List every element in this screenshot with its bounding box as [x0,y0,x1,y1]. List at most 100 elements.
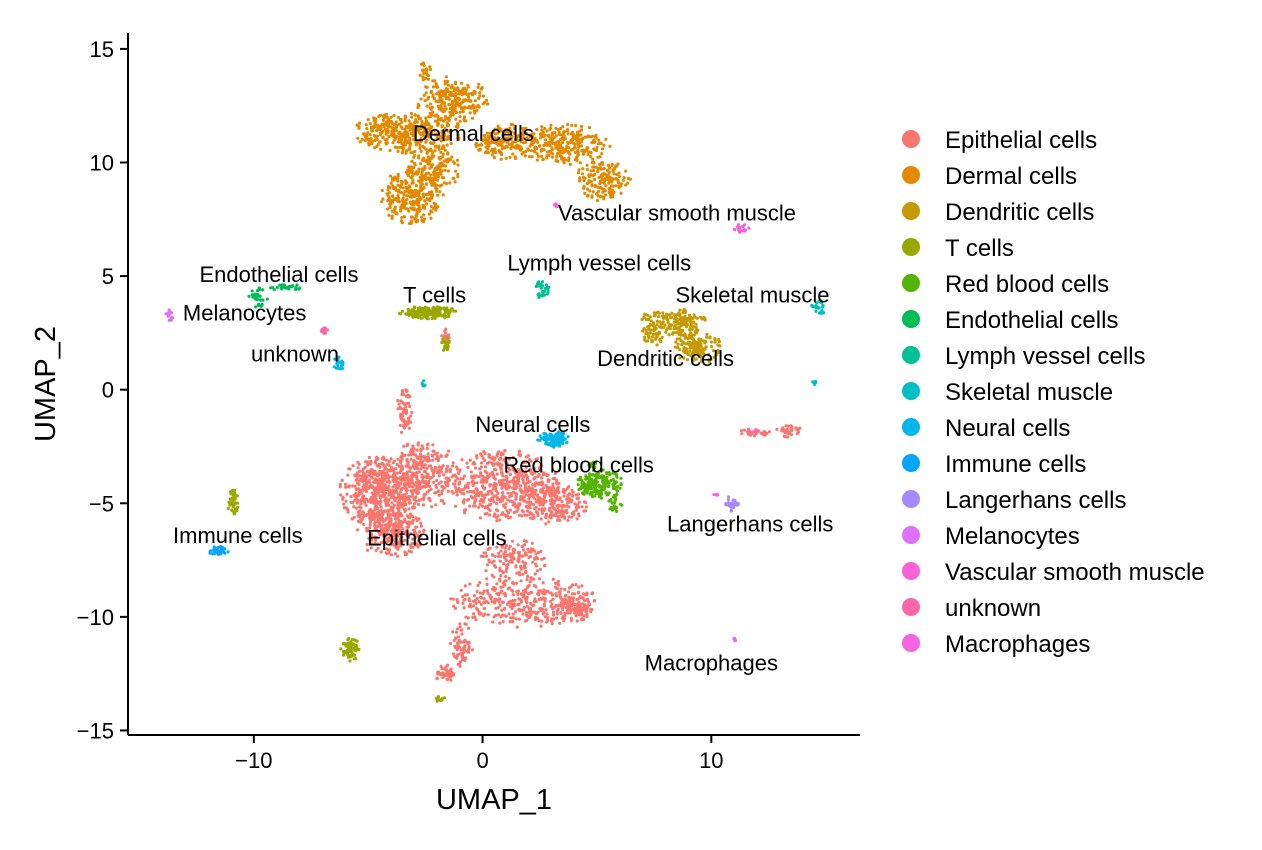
data-point [550,505,554,509]
data-point [548,137,553,141]
data-point [528,155,532,159]
data-point [582,618,586,622]
data-point [355,471,359,475]
data-point [524,455,528,459]
data-point [789,427,793,431]
data-point [374,548,378,553]
data-point [423,124,427,128]
data-point [670,315,674,319]
data-point [449,597,453,601]
data-point [506,129,510,133]
data-point [360,517,364,522]
data-point [362,522,366,527]
data-point [568,497,572,501]
data-point [432,449,436,453]
data-point [372,470,376,474]
data-point [364,497,368,501]
data-point [422,217,427,221]
data-point [527,485,531,489]
data-point [410,410,414,414]
data-point [431,79,435,83]
data-point [683,336,687,340]
data-point [535,511,540,515]
cluster-point-group [449,622,474,668]
data-point [417,154,421,158]
data-point [703,347,707,351]
data-point [421,459,425,464]
data-point [383,492,387,497]
data-point [405,470,409,474]
data-point [375,144,379,149]
data-point [398,470,402,475]
data-point [384,498,388,503]
data-point [387,134,391,139]
data-point [451,597,455,601]
data-point [655,332,659,336]
data-point [509,146,513,150]
data-point [488,503,492,507]
data-point [460,632,464,636]
data-point [604,184,608,188]
data-point [525,577,529,582]
data-point [361,488,365,492]
data-point [566,611,570,615]
data-point [504,558,508,563]
data-point [387,460,391,464]
data-point [351,464,355,468]
data-point [783,431,787,435]
data-point [522,539,527,543]
data-point [448,181,452,185]
data-point [428,162,432,166]
data-point [364,480,368,484]
data-point [555,154,559,158]
data-point [488,513,492,517]
data-point [555,587,559,591]
data-point [595,198,600,203]
data-point [431,85,435,89]
data-point [589,135,593,139]
data-point [444,342,448,346]
data-point [602,187,606,192]
data-point [575,139,579,143]
data-point [390,121,394,125]
cluster-point-group [554,593,590,623]
data-point [692,358,696,362]
data-point [483,601,487,605]
data-point [415,542,419,546]
data-point [433,119,438,123]
data-point [517,557,521,561]
data-point [458,489,462,493]
data-point [517,607,521,612]
data-point [563,509,567,513]
data-point [532,583,537,588]
data-point [454,92,458,96]
data-point [478,591,482,595]
data-point [536,154,541,158]
data-point [452,309,456,313]
data-point [367,138,371,142]
data-point [659,339,663,344]
data-point [544,608,548,612]
data-point [690,336,694,340]
data-point [529,550,533,554]
data-point [529,500,533,504]
data-point [411,464,415,468]
data-point [580,172,585,176]
data-point [384,141,388,145]
data-point [464,88,468,92]
data-point [611,184,615,188]
data-point [577,168,581,172]
data-point [366,463,370,467]
data-point [443,310,448,314]
data-point [411,488,415,493]
data-point [442,486,446,490]
data-point [422,93,426,97]
data-point [403,190,407,194]
data-point [448,309,452,314]
data-point [394,513,398,518]
data-point [499,549,503,553]
data-point [509,616,513,620]
data-point [389,537,393,541]
data-point [503,495,507,499]
data-point [367,485,371,489]
